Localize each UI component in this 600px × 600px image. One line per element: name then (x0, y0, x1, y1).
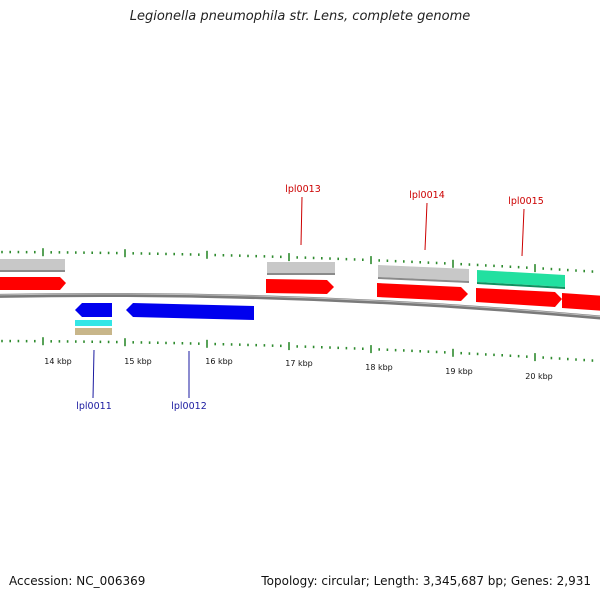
forward-gene-arrow[interactable] (476, 288, 562, 307)
gray-feature-shadow (0, 270, 65, 272)
gene-label-lines (92, 196, 525, 399)
gene-label-lpl0014[interactable]: lpl0014 (409, 190, 445, 201)
genome-backbone-highlight (0, 293, 600, 318)
scale-label-14: 14 kbp (44, 357, 72, 366)
gene-label-lpl0013[interactable]: lpl0013 (285, 184, 321, 195)
lpl0015-callout-line (521, 208, 525, 257)
khaki-feature[interactable] (75, 328, 112, 335)
gene-labels: lpl0013 lpl0014 lpl0015 lpl0011 lpl0012 (76, 184, 544, 412)
scale-label-15: 15 kbp (124, 357, 152, 366)
gene-label-lpl0015[interactable]: lpl0015 (508, 196, 544, 207)
genome-title: Legionella pneumophila str. Lens, comple… (129, 9, 471, 24)
gray-feature-track (0, 259, 565, 289)
scale-labels: 14 kbp 15 kbp 16 kbp 17 kbp 18 kbp 19 kb… (44, 357, 553, 381)
forward-gene-arrow[interactable] (377, 283, 468, 301)
reverse-gene-arrow[interactable] (75, 303, 112, 317)
accession-text: Accession: NC_006369 (9, 574, 146, 588)
cyan-feature[interactable] (75, 320, 112, 326)
scale-label-16: 16 kbp (205, 357, 233, 366)
scale-label-17: 17 kbp (285, 359, 313, 368)
gray-feature-shadow (378, 277, 469, 283)
gray-feature-shadow (267, 273, 335, 275)
genome-summary-text: Topology: circular; Length: 3,345,687 bp… (261, 574, 591, 588)
genome-backbone (0, 292, 600, 320)
reverse-gene-track (75, 303, 254, 335)
forward-gene-arrow[interactable] (266, 279, 334, 294)
cyan-feature-edge (75, 326, 112, 328)
forward-gene-track (0, 277, 600, 311)
forward-gene-arrow[interactable] (562, 293, 600, 311)
gene-label-lpl0012[interactable]: lpl0012 (171, 401, 207, 412)
reverse-gene-arrow[interactable] (126, 303, 254, 320)
lpl0013-callout-line (300, 196, 303, 246)
gray-feature[interactable] (0, 259, 65, 271)
scale-label-19: 19 kbp (445, 367, 473, 376)
lpl0014-callout-line (424, 202, 428, 251)
lower-tick-row (1, 337, 594, 362)
gene-label-lpl0011[interactable]: lpl0011 (76, 401, 112, 412)
lpl0011-callout-line (92, 349, 95, 399)
scale-label-18: 18 kbp (365, 363, 393, 372)
teal-feature-shadow (477, 282, 565, 289)
scale-label-20: 20 kbp (525, 372, 553, 381)
teal-feature[interactable] (477, 270, 565, 287)
gray-feature[interactable] (267, 262, 335, 274)
forward-gene-arrow[interactable] (0, 277, 66, 290)
gray-feature[interactable] (378, 265, 469, 281)
upper-tick-row (1, 248, 594, 273)
